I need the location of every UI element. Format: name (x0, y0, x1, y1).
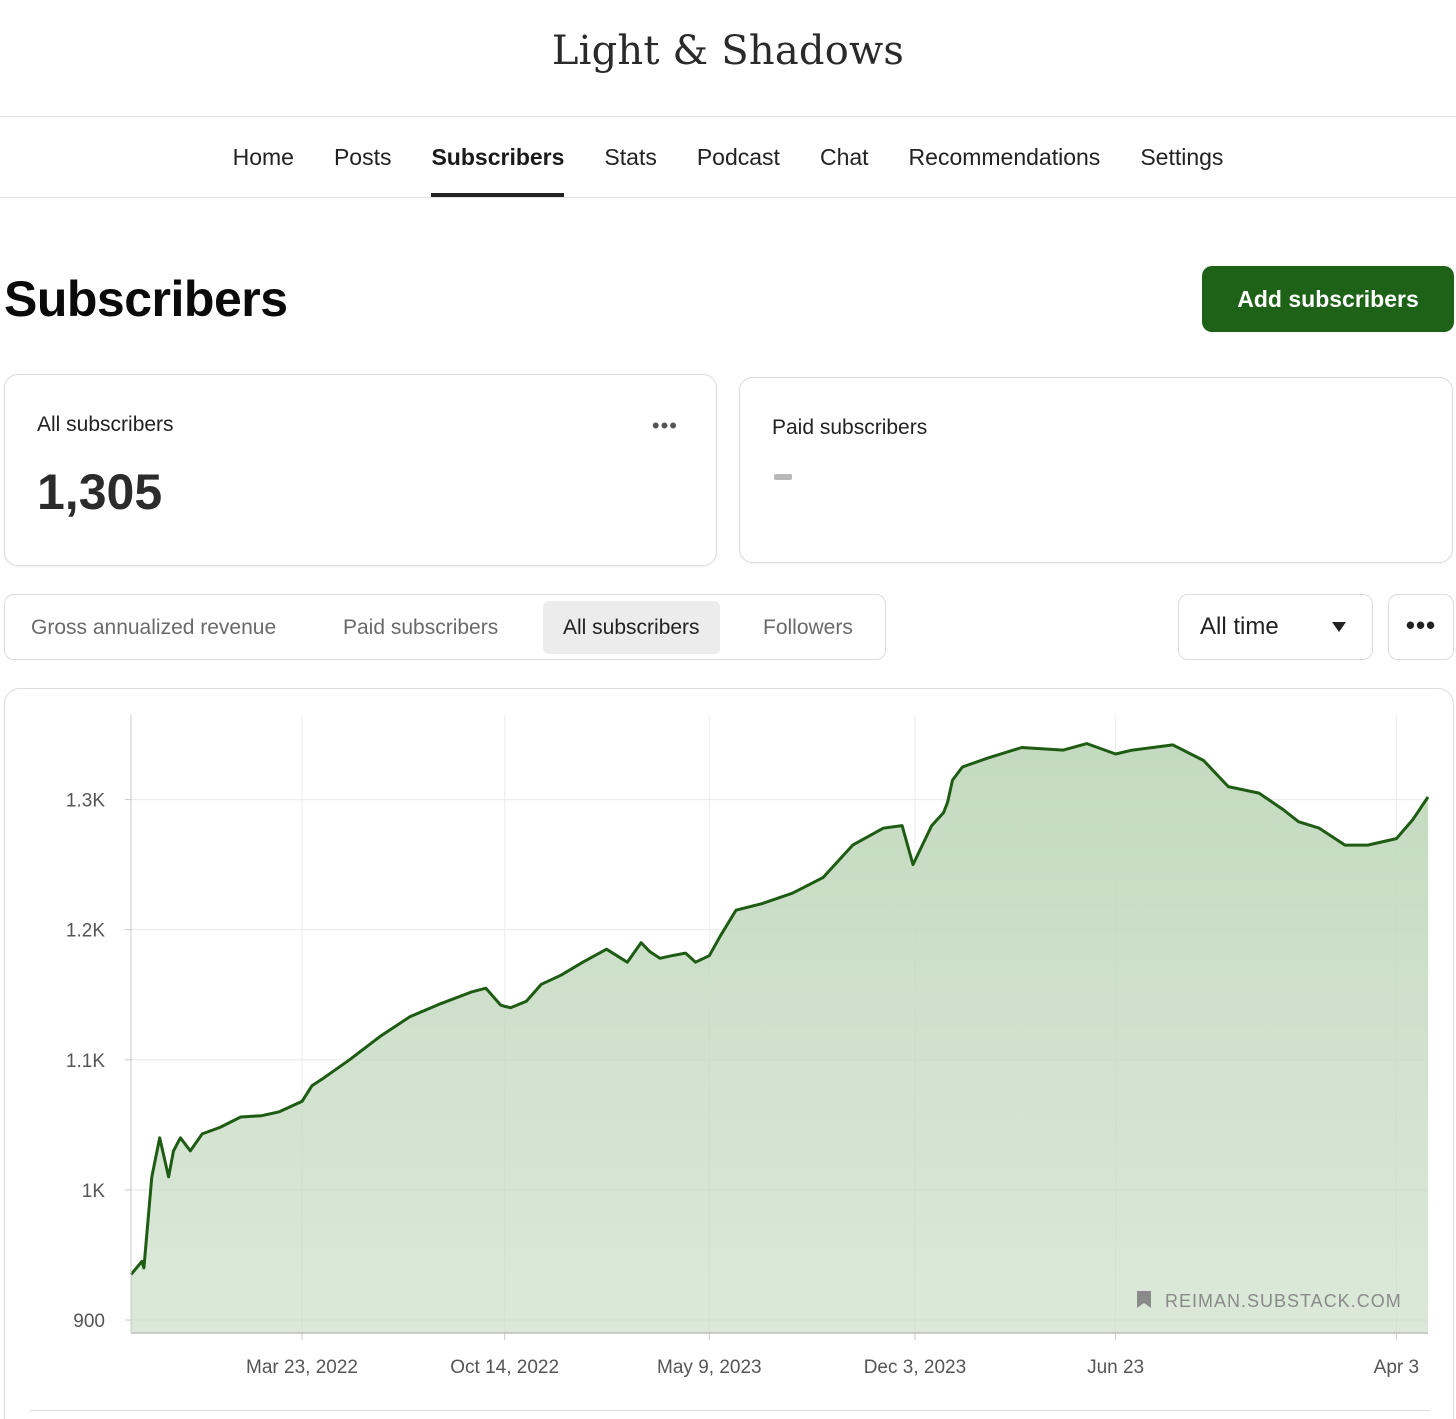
x-tick-label: Dec 3, 2023 (864, 1357, 966, 1378)
y-tick-label: 1K (82, 1181, 106, 1202)
nav-item-chat[interactable]: Chat (819, 144, 869, 170)
subscribers-chart-card: 900 1K 1.1K 1.2K 1.3K Mar 23, 2022 Oct 14, 202… (4, 688, 1454, 1419)
y-tick-label: 1.3K (66, 791, 105, 812)
x-tick-label: May 9, 2023 (657, 1357, 762, 1378)
metric-tabs: Gross annualized revenue Paid subscribers… (4, 594, 886, 660)
all-subscribers-label: All subscribers (37, 413, 174, 436)
tab-followers[interactable]: Followers (763, 616, 853, 639)
nav-item-posts[interactable]: Posts (333, 144, 392, 170)
paid-subscribers-card: Paid subscribers (739, 377, 1453, 563)
x-tick-label: Apr 3 (1374, 1357, 1419, 1378)
bookmark-icon (1137, 1291, 1151, 1308)
add-subscribers-button[interactable]: Add subscribers (1202, 266, 1454, 332)
nav-item-settings[interactable]: Settings (1140, 144, 1224, 170)
x-tick-label: Oct 14, 2022 (450, 1357, 559, 1378)
all-subscribers-card: All subscribers 1,305 ••• (4, 374, 717, 566)
watermark-text: REIMAN.SUBSTACK.COM (1165, 1291, 1402, 1311)
series-area (131, 743, 1428, 1333)
site-title: Light & Shadows (551, 28, 905, 74)
nav-items: Home Posts Subscribers Stats Podcast Chat Reco… (0, 117, 1456, 197)
nav-item-stats[interactable]: Stats (604, 144, 657, 170)
series-line (129, 742, 1430, 1276)
paid-subscribers-value (774, 474, 792, 480)
y-tick-label: 1.2K (66, 921, 105, 942)
time-range-select[interactable]: All time (1178, 594, 1373, 660)
main-nav: Home Posts Subscribers Stats Podcast Chat Reco… (0, 116, 1456, 198)
divider (30, 1410, 1430, 1411)
all-subscribers-value: 1,305 (37, 464, 163, 520)
y-tick-label: 900 (73, 1311, 105, 1332)
time-range-value: All time (1200, 613, 1279, 640)
y-tick-label: 1.1K (66, 1051, 105, 1072)
tab-all-subscribers[interactable]: All subscribers (543, 601, 720, 654)
watermark: REIMAN.SUBSTACK.COM (1137, 1291, 1402, 1311)
subscribers-chart: 900 1K 1.1K 1.2K 1.3K Mar 23, 2022 Oct 14, 202… (66, 715, 1430, 1378)
caret-down-icon (1332, 622, 1346, 632)
tab-gross-annualized-revenue[interactable]: Gross annualized revenue (31, 616, 277, 639)
more-options-button[interactable]: ••• (1388, 594, 1454, 660)
paid-subscribers-label: Paid subscribers (772, 416, 928, 439)
x-tick-label: Mar 23, 2022 (246, 1357, 358, 1378)
ellipsis-icon: ••• (1405, 610, 1437, 640)
tab-paid-subscribers[interactable]: Paid subscribers (343, 616, 499, 639)
nav-item-subscribers[interactable]: Subscribers (431, 117, 564, 197)
page-title: Subscribers (4, 271, 288, 327)
nav-item-home[interactable]: Home (232, 144, 294, 170)
ellipsis-icon[interactable]: ••• (651, 413, 678, 438)
nav-item-podcast[interactable]: Podcast (696, 144, 780, 170)
x-tick-label: Jun 23 (1087, 1357, 1144, 1378)
nav-item-recommendations[interactable]: Recommendations (908, 144, 1101, 170)
